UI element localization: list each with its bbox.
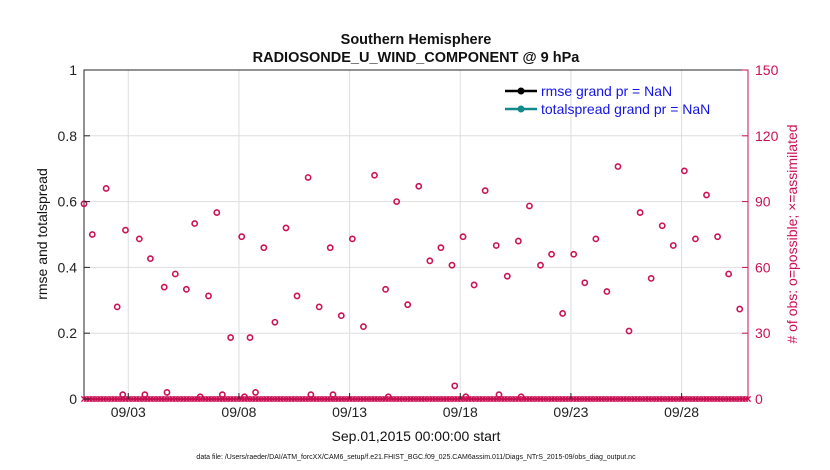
y-right-tick-label: 30 bbox=[755, 325, 771, 341]
obs-possible-point bbox=[146, 255, 154, 263]
obs-possible-point bbox=[603, 288, 611, 295]
obs-possible-point bbox=[658, 222, 666, 230]
obs-possible-point bbox=[625, 327, 633, 335]
obs-possible-point bbox=[113, 303, 121, 311]
obs-possible-point bbox=[559, 310, 567, 317]
x-tick-label: 09/08 bbox=[221, 404, 256, 420]
chart-title: Southern Hemisphere bbox=[341, 32, 492, 48]
obs-possible-point bbox=[703, 191, 710, 199]
obs-possible-point bbox=[451, 382, 459, 390]
obs-possible-point bbox=[448, 261, 456, 269]
y-left-tick-label: 0.2 bbox=[58, 325, 78, 341]
obs-possible-point bbox=[415, 182, 423, 190]
obs-possible-point bbox=[88, 231, 96, 238]
obs-possible-point bbox=[537, 261, 544, 269]
obs-possible-point bbox=[426, 257, 434, 265]
x-tick-label: 09/28 bbox=[664, 404, 699, 420]
y-left-tick-label: 0 bbox=[69, 391, 77, 407]
obs-possible-point bbox=[382, 285, 389, 293]
obs-possible-point bbox=[282, 224, 290, 232]
obs-possible-point bbox=[437, 244, 445, 252]
y-right-tick-label: 150 bbox=[755, 62, 779, 78]
grid-lines bbox=[84, 70, 748, 399]
data-marks bbox=[80, 163, 752, 403]
obs-possible-point bbox=[252, 389, 259, 396]
legend-marker-rmse bbox=[517, 87, 525, 95]
obs-possible-point bbox=[614, 163, 622, 170]
obs-possible-point bbox=[371, 171, 378, 179]
x-tick-label: 09/13 bbox=[332, 404, 367, 420]
obs-possible-point bbox=[260, 244, 268, 252]
obs-possible-point bbox=[238, 233, 246, 241]
obs-possible-point bbox=[570, 250, 578, 258]
obs-possible-point bbox=[492, 242, 500, 249]
obs-possible-point bbox=[714, 233, 721, 241]
obs-possible-point bbox=[647, 274, 655, 282]
obs-possible-point bbox=[213, 209, 221, 216]
y-right-tick-label: 0 bbox=[755, 391, 763, 407]
obs-possible-point bbox=[171, 270, 179, 278]
obs-possible-point bbox=[459, 233, 467, 241]
obs-possible-point bbox=[636, 209, 644, 216]
legend-marker-totalspread bbox=[517, 105, 525, 113]
obs-possible-point bbox=[182, 285, 190, 293]
obs-possible-point bbox=[393, 198, 401, 205]
obs-possible-point bbox=[526, 202, 533, 210]
obs-possible-point bbox=[102, 185, 110, 192]
obs-possible-point bbox=[191, 220, 199, 227]
legend-label-rmse: rmse grand pr = NaN bbox=[541, 83, 672, 99]
obs-possible-point bbox=[360, 323, 367, 331]
obs-possible-point bbox=[227, 334, 235, 341]
obs-possible-point bbox=[503, 272, 511, 280]
plot-frame bbox=[83, 69, 749, 400]
obs-possible-point bbox=[293, 292, 301, 300]
y-left-tick-label: 0.4 bbox=[58, 259, 78, 275]
chart-subtitle: RADIOSONDE_U_WIND_COMPONENT @ 9 hPa bbox=[253, 50, 581, 66]
obs-possible-point bbox=[404, 301, 412, 309]
y-axis-label-left: rmse and totalspread bbox=[34, 168, 50, 300]
obs-possible-point bbox=[514, 237, 522, 245]
obs-possible-point bbox=[315, 303, 323, 311]
legend-label-totalspread: totalspread grand pr = NaN bbox=[541, 101, 710, 117]
obs-possible-point bbox=[304, 174, 312, 181]
obs-possible-point bbox=[548, 250, 555, 258]
obs-possible-point bbox=[271, 318, 279, 326]
obs-possible-point bbox=[246, 334, 254, 341]
y-right-tick-label: 60 bbox=[755, 259, 771, 275]
y-right-tick-label: 120 bbox=[755, 128, 779, 144]
data-file-footnote: data file: /Users/raeder/DAI/ATM_forcXX/… bbox=[196, 454, 636, 461]
obs-possible-point bbox=[470, 281, 478, 289]
obs-possible-point bbox=[160, 283, 168, 291]
obs-possible-point bbox=[692, 235, 699, 243]
x-tick-label: 09/23 bbox=[553, 404, 588, 420]
obs-possible-point bbox=[581, 279, 589, 287]
obs-possible-point bbox=[337, 312, 345, 320]
y-left-tick-label: 0.8 bbox=[58, 128, 78, 144]
y-left-tick-label: 0.6 bbox=[58, 194, 78, 210]
y-axis-label-right: # of obs: o=possible; ×=assimilated bbox=[784, 124, 800, 343]
axis-ticks: 09/03 09/08 09/13 09/18 09/23 09/28 0 0.2 0.4 0.6… bbox=[58, 62, 779, 420]
y-right-tick-label: 90 bbox=[755, 194, 771, 210]
obs-possible-point bbox=[348, 235, 356, 243]
x-tick-label: 09/03 bbox=[111, 404, 146, 420]
x-tick-label: 09/18 bbox=[443, 404, 478, 420]
obs-possible-point bbox=[135, 235, 143, 243]
obs-possible-point bbox=[592, 235, 600, 243]
obs-possible-point bbox=[680, 167, 688, 175]
obs-possible-point bbox=[205, 292, 212, 300]
obs-possible-point bbox=[481, 187, 489, 195]
obs-possible-point bbox=[669, 242, 677, 249]
obs-possible-point bbox=[736, 305, 744, 313]
obs-possible-point bbox=[122, 226, 129, 234]
y-left-tick-label: 1 bbox=[69, 62, 77, 78]
legend: rmse grand pr = NaN totalspread grand pr… bbox=[505, 83, 710, 117]
obs-possible-point bbox=[163, 389, 171, 396]
obs-possible-point bbox=[326, 244, 334, 252]
x-axis-label: Sep.01,2015 00:00:00 start bbox=[332, 428, 501, 444]
obs-possible-point bbox=[725, 270, 733, 278]
